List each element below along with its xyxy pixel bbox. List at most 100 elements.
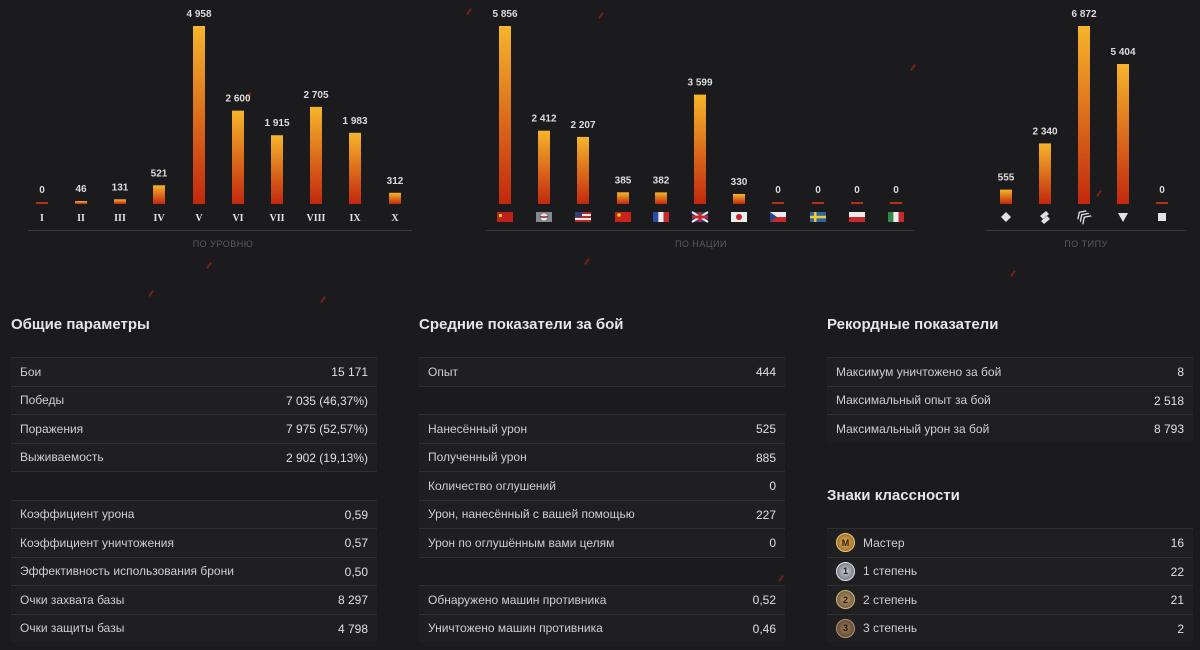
chart-value-label: 0: [775, 185, 781, 196]
flag-italy-icon: [888, 212, 904, 222]
chart-value-label: 46: [75, 184, 87, 195]
row-label: Победы: [20, 387, 64, 415]
chart-value-label: 2 340: [1032, 126, 1057, 137]
row-value: 525: [755, 422, 776, 436]
chart-value-label: 0: [39, 185, 45, 196]
chart-tick-label: X: [391, 213, 399, 224]
row-value: 0,50: [344, 564, 368, 579]
chart-caption: ПО ТИПУ: [1064, 239, 1108, 249]
table-row: М Мастер 16: [827, 528, 1193, 557]
row-label: Поражения: [20, 415, 83, 443]
row-label-text: 3 степень: [863, 621, 918, 636]
chart-bar: [655, 192, 667, 204]
decor-spark: [320, 296, 326, 303]
row-label: Максимальный урон за бой: [836, 415, 989, 443]
row-value: 21: [1170, 593, 1184, 607]
row-label-text: 1 степень: [863, 564, 918, 579]
chart-value-label: 0: [893, 185, 899, 196]
chart-value-label: 555: [998, 173, 1015, 184]
chart-baseline: [28, 230, 412, 231]
row-value: 227: [755, 507, 776, 522]
table-row: Победы 7 035 (46,37%): [11, 385, 377, 415]
row-label: 3 3 степень: [836, 615, 917, 643]
table-row-spacer: [11, 471, 377, 500]
row-label: Выживаемость: [20, 444, 104, 472]
row-label-text: Коэффициент уничтожения: [20, 535, 174, 550]
chart-value-label: 382: [653, 175, 670, 186]
flag-czech-icon: [770, 212, 786, 222]
chart-baseline: [486, 230, 914, 231]
chart-bar: [232, 110, 244, 204]
table-row: Очки защиты базы 4 798: [11, 613, 377, 642]
chart-bar: [1039, 143, 1051, 204]
row-label: Коэффициент уничтожения: [20, 529, 174, 557]
row-label-text: Поражения: [20, 421, 84, 436]
chart-bar: [812, 202, 824, 204]
badges-table: М Мастер 16 1 1 степень 22 2 2 степень 21 3 3 степ…: [827, 528, 1193, 642]
decor-spark: [1010, 270, 1016, 277]
chart-bar: [851, 202, 863, 204]
row-value: 4 798: [337, 621, 368, 636]
spg-icon: [1158, 213, 1166, 221]
class-badge-icon: 2: [836, 590, 855, 610]
row-label: Урон, нанесённый с вашей помощью: [428, 501, 635, 529]
chart-baseline: [986, 230, 1186, 231]
chart-bar: [499, 26, 511, 204]
chart-by-type-svg: 555 2 340 6 872 5 404 0: [998, 9, 1168, 225]
table-row: Уничтожено машин противника 0,46: [419, 613, 785, 642]
decor-spark: [466, 8, 472, 15]
row-label-text: Выживаемость: [20, 450, 104, 465]
row-label: Очки захвата базы: [20, 586, 124, 614]
chart-value-label: 2 600: [225, 94, 250, 105]
row-value: 2 902 (19,13%): [285, 450, 368, 465]
row-value: 8 793: [1153, 422, 1184, 436]
row-value: 8: [1177, 365, 1184, 379]
class-badge-icon: М: [836, 533, 855, 553]
row-label: Коэффициент урона: [20, 501, 134, 529]
class-badge-icon: 3: [836, 618, 855, 638]
decor-spark: [148, 290, 154, 297]
row-label: Максимум уничтожено за бой: [836, 358, 1001, 386]
chart-value-label: 312: [387, 176, 404, 187]
table-row-spacer: [419, 385, 785, 415]
table-row: 3 3 степень 2: [827, 613, 1193, 643]
chart-bar: [538, 130, 550, 204]
chart-value-label: 2 412: [531, 114, 556, 125]
row-value: 444: [755, 365, 776, 379]
row-value: 0,59: [344, 507, 368, 522]
table-row: Количество оглушений 0: [419, 471, 785, 500]
row-label: Нанесённый урон: [428, 415, 527, 443]
chart-bar: [271, 135, 283, 204]
chart-bar: [772, 202, 784, 204]
flag-poland-icon: [849, 212, 865, 222]
chart-value-label: 2 705: [303, 90, 328, 101]
row-value: 8 297: [337, 593, 368, 607]
chart-tick-label: II: [77, 213, 85, 224]
row-label-text: Очки защиты базы: [20, 621, 125, 636]
row-label: Максимальный опыт за бой: [836, 387, 991, 415]
chart-bar: [310, 106, 322, 204]
row-label-text: Бои: [20, 364, 42, 379]
row-label-text: Нанесённый урон: [428, 421, 528, 436]
chart-by-type: 555 2 340 6 872 5 404 0 ПО ТИПУ: [986, 0, 1186, 255]
row-label-text: Уничтожено машин противника: [428, 621, 603, 636]
chart-value-label: 385: [615, 175, 632, 186]
table-row: Очки захвата базы 8 297: [11, 585, 377, 614]
table-row: Максимальный урон за бой 8 793: [827, 414, 1193, 443]
row-label-text: Коэффициент урона: [20, 507, 135, 522]
table-row: 1 1 степень 22: [827, 556, 1193, 586]
medium-tank-icon: [1040, 211, 1050, 224]
row-label: 1 1 степень: [836, 558, 917, 586]
chart-bar: [114, 199, 126, 204]
chart-caption: ПО УРОВНЮ: [192, 239, 254, 249]
heavy-tank-icon: [1077, 210, 1092, 225]
table-row-spacer: [419, 556, 785, 586]
row-value: 885: [755, 450, 776, 465]
chart-tick-label: VIII: [307, 213, 326, 224]
row-label-text: Победы: [20, 393, 65, 408]
chart-value-label: 1 983: [342, 116, 367, 127]
chart-value-label: 3 599: [687, 78, 712, 89]
general-stats-table: Бои 15 171 Победы 7 035 (46,37%) Поражения 7 …: [11, 357, 377, 642]
chart-bar: [733, 193, 745, 204]
row-value: 2 518: [1153, 393, 1184, 408]
